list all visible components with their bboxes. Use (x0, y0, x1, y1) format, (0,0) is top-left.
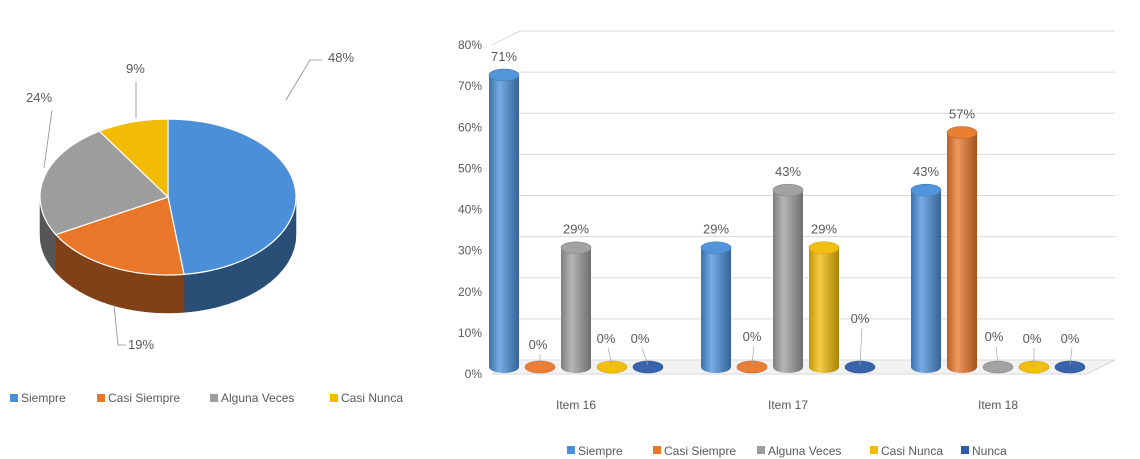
y-tick-label: 10% (458, 326, 482, 340)
pie-data-label-siempre: 48% (328, 50, 354, 65)
y-tick-label: 70% (458, 79, 482, 93)
bar-top-item-17-casi-nunca (808, 241, 840, 255)
data-label-item-17-siempre: 29% (703, 222, 729, 237)
data-label-item-18-casi-nunca: 0% (1023, 331, 1042, 346)
pie-legend-label-casi-siempre: Casi Siempre (108, 391, 180, 405)
pie-slice-siempre (167, 118, 297, 276)
bar-item-17-siempre (700, 241, 732, 373)
pie-slice-casi-siempre (54, 196, 185, 276)
bar-top-item-16-nunca (632, 360, 664, 374)
pie-legend-swatch-casi-nunca (330, 394, 338, 402)
pie-legend-swatch-siempre (10, 394, 18, 402)
data-label-item-16-casi-nunca: 0% (597, 331, 616, 346)
data-label-item-18-nunca: 0% (1061, 331, 1080, 346)
bar-top-item-17-siempre (700, 241, 732, 255)
bar-legend-swatch-casi-nunca (870, 446, 878, 454)
bar-legend-label-nunca: Nunca (972, 444, 1007, 458)
bar-legend-swatch-alguna-veces (757, 446, 765, 454)
bar-legend-label-siempre: Siempre (578, 444, 623, 458)
bar-top-item-18-casi-siempre (946, 126, 978, 139)
bar-top-item-18-siempre (910, 183, 942, 197)
data-label-item-16-nunca: 0% (631, 331, 650, 346)
x-tick-label-item-18: Item 18 (978, 398, 1018, 412)
y-tick-label: 40% (458, 203, 482, 217)
y-tick-label: 0% (465, 367, 483, 381)
bar-body-item-18-siempre (911, 190, 941, 373)
bar-item-16-siempre (488, 68, 520, 373)
pie-slice-casi-nunca (98, 118, 169, 199)
x-tick-label-item-17: Item 17 (768, 398, 808, 412)
pie-legend-label-siempre: Siempre (21, 391, 66, 405)
bar-item-17-alguna-veces (772, 183, 804, 373)
bar-legend-label-casi-siempre: Casi Siempre (664, 444, 736, 458)
data-label-item-18-casi-siempre: 57% (949, 107, 975, 122)
pie-data-label-alguna-veces: 24% (26, 90, 52, 105)
bar-legend-swatch-nunca (961, 446, 969, 454)
data-label-leader (1069, 347, 1073, 366)
bar-item-16-nunca (632, 360, 664, 374)
pie-leader-line (43, 109, 53, 169)
bar-top-item-16-siempre (488, 68, 520, 82)
pie-leader-line (285, 59, 322, 101)
bar-body-item-17-siempre (701, 247, 731, 373)
y-tick-label: 60% (458, 120, 482, 134)
bar-item-16-alguna-veces (560, 241, 592, 373)
bar-item-17-casi-siempre (736, 360, 768, 374)
data-label-item-18-siempre: 43% (913, 164, 939, 179)
data-label-item-17-casi-siempre: 0% (743, 329, 762, 344)
pie-legend-label-alguna-veces: Alguna Veces (221, 391, 294, 405)
data-label-leader (641, 347, 649, 366)
pie-legend-swatch-casi-siempre (97, 394, 105, 402)
bar-item-16-casi-nunca (596, 360, 628, 374)
bar-legend: Siempre Casi Siempre Alguna Veces Casi Nunc… (567, 444, 1007, 458)
bar-legend-label-casi-nunca: Casi Nunca (881, 444, 943, 458)
bar-top-item-16-casi-nunca (596, 360, 628, 374)
pie-legend-label-casi-nunca: Casi Nunca (341, 391, 403, 405)
bar-top-item-16-alguna-veces (560, 241, 592, 255)
bar-item-18-alguna-veces (982, 360, 1014, 374)
y-tick-label: 50% (458, 161, 482, 175)
pie-chart: 48% 19% 24% 9% (26, 50, 354, 352)
data-label-leader (859, 327, 863, 366)
data-label-item-16-siempre: 71% (491, 49, 517, 64)
pie-legend: Siempre Casi Siempre Alguna Veces Casi Nunc… (10, 391, 403, 405)
bar-item-18-nunca (1054, 360, 1086, 374)
bar-body-item-18-casi-siempre (947, 132, 977, 373)
pie-leader-line (113, 304, 126, 346)
data-label-leader (751, 345, 755, 366)
data-label-item-17-casi-nunca: 29% (811, 222, 837, 237)
bar-body-item-17-alguna-veces (773, 190, 803, 373)
bar-item-18-siempre (910, 183, 942, 373)
bar-top-item-18-nunca (1054, 360, 1086, 374)
bar-top-item-17-casi-siempre (736, 360, 768, 374)
bar-top-item-18-alguna-veces (982, 360, 1014, 374)
data-label-item-17-nunca: 0% (851, 311, 870, 326)
data-label-item-16-alguna-veces: 29% (563, 222, 589, 237)
bar-legend-swatch-casi-siempre (653, 446, 661, 454)
pie-legend-swatch-alguna-veces (210, 394, 218, 402)
bar-body-item-17-casi-nunca (809, 247, 839, 373)
bar-legend-swatch-siempre (567, 446, 575, 454)
y-tick-label: 30% (458, 244, 482, 258)
pie-slice-alguna-veces (39, 130, 170, 236)
data-label-item-17-alguna-veces: 43% (775, 164, 801, 179)
bar-body-item-16-siempre (489, 75, 519, 373)
data-label-leader (607, 347, 613, 366)
data-label-leader (995, 345, 999, 366)
bar-item-18-casi-siempre (946, 126, 978, 373)
pie-data-label-casi-nunca: 9% (126, 61, 145, 76)
bar-chart: 0% 10% 20% 30% 40% 50% 60% 70% 80% 71% 0% 29% 0% 0% It… (458, 30, 1116, 412)
bar-legend-label-alguna-veces: Alguna Veces (768, 444, 841, 458)
data-label-item-16-casi-siempre: 0% (529, 337, 548, 352)
data-label-item-18-alguna-veces: 0% (985, 329, 1004, 344)
bar-body-item-16-alguna-veces (561, 247, 591, 373)
y-tick-label: 80% (458, 38, 482, 52)
bar-item-17-casi-nunca (808, 241, 840, 373)
bar-top-item-17-alguna-veces (772, 183, 804, 197)
gridline-depth (491, 30, 521, 46)
x-tick-label-item-16: Item 16 (556, 398, 596, 412)
y-tick-label: 20% (458, 285, 482, 299)
pie-data-label-casi-siempre: 19% (128, 337, 154, 352)
